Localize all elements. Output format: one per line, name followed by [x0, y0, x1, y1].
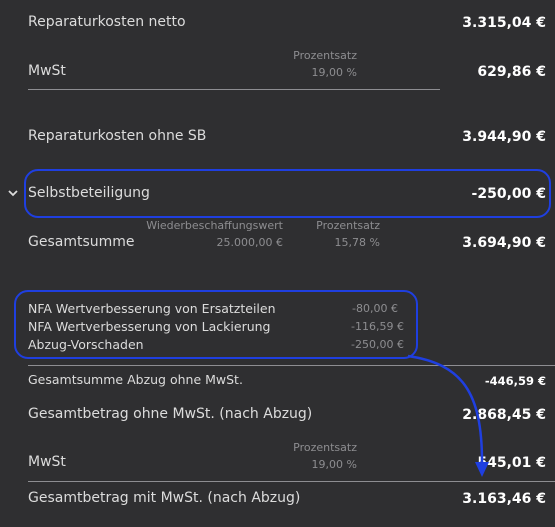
total-deduction-value: -446,59 € [484, 374, 546, 388]
vat1-label: MwSt [28, 63, 66, 79]
deduction-value: -250,00 € [351, 338, 404, 351]
amount-net-value: 2.868,45 € [462, 407, 546, 423]
total-wbw-caption: Wiederbeschaffungswert [146, 219, 283, 232]
divider [28, 89, 440, 90]
deductible-value: -250,00 € [471, 186, 546, 202]
total-pct-caption: Prozentsatz [316, 219, 380, 232]
total-pct: 15,78 % [334, 236, 380, 249]
deduction-label: Abzug-Vorschaden [28, 337, 144, 352]
total-label: Gesamtsumme [28, 234, 135, 250]
vat1-value: 629,86 € [477, 64, 546, 80]
repair-net-label: Reparaturkosten netto [28, 14, 186, 30]
repair-no-sb-label: Reparaturkosten ohne SB [28, 128, 207, 144]
deductible-highlight [24, 169, 551, 218]
repair-no-sb-value: 3.944,90 € [462, 129, 546, 145]
deduction-value: -80,00 € [352, 302, 398, 315]
divider [28, 365, 555, 366]
vat2-pct: 19,00 % [311, 458, 357, 471]
amount-net-label: Gesamtbetrag ohne MwSt. (nach Abzug) [28, 406, 313, 422]
vat1-pct-caption: Prozentsatz [293, 49, 357, 62]
deductible-label[interactable]: Selbstbeteiligung [28, 185, 150, 201]
deduction-label: NFA Wertverbesserung von Ersatzteilen [28, 301, 276, 316]
vat2-label: MwSt [28, 454, 66, 470]
vat2-value: 545,01 € [477, 455, 546, 471]
total-deduction-label: Gesamtsumme Abzug ohne MwSt. [28, 372, 243, 387]
deduction-label: NFA Wertverbesserung von Lackierung [28, 319, 271, 334]
amount-gross-label: Gesamtbetrag mit MwSt. (nach Abzug) [28, 490, 301, 506]
repair-net-value: 3.315,04 € [462, 15, 546, 31]
total-wbw: 25.000,00 € [216, 236, 283, 249]
divider [28, 481, 555, 482]
total-value: 3.694,90 € [462, 235, 546, 251]
chevron-down-icon[interactable] [7, 187, 19, 199]
vat2-pct-caption: Prozentsatz [293, 441, 357, 454]
deduction-value: -116,59 € [351, 320, 404, 333]
amount-gross-value: 3.163,46 € [462, 491, 546, 507]
deductions-highlight [14, 290, 418, 359]
vat1-pct: 19,00 % [311, 66, 357, 79]
